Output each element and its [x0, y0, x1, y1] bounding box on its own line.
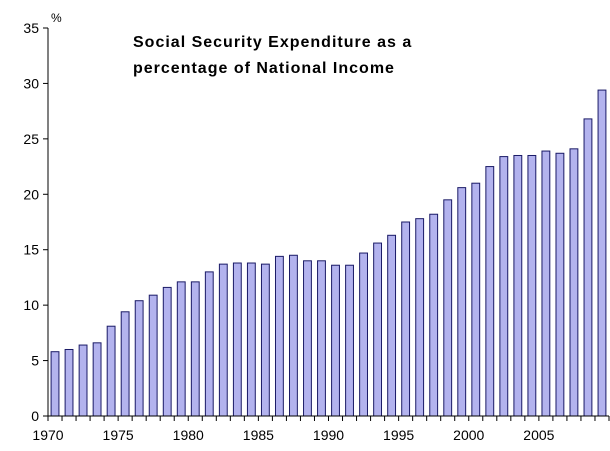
- bar-2001: [485, 166, 495, 417]
- y-tick-label: 5: [31, 353, 39, 369]
- bar-1997: [429, 213, 439, 417]
- x-tick-label: 1970: [32, 427, 63, 443]
- bar-1991: [345, 264, 354, 417]
- bar-2002: [499, 156, 509, 417]
- bar-1982: [218, 263, 228, 417]
- bar-2000: [471, 182, 481, 417]
- bar-1983: [232, 262, 242, 417]
- bar-1996: [415, 218, 425, 417]
- bars: [50, 89, 607, 417]
- bar-1979: [176, 281, 186, 417]
- bar-1995: [401, 221, 411, 417]
- bar-1998: [443, 199, 453, 417]
- bar-2006: [555, 152, 565, 417]
- y-tick-label: 10: [23, 297, 39, 313]
- bar-1981: [204, 271, 214, 417]
- bar-1993: [373, 242, 383, 417]
- bar-1972: [78, 344, 88, 417]
- bar-2008: [583, 118, 593, 417]
- y-axis-ticks: 0 5 10 15 20 25 30 35: [23, 20, 48, 424]
- bar-1976: [134, 300, 144, 417]
- bar-2009: [597, 89, 607, 417]
- x-tick-label: 1995: [383, 427, 414, 443]
- bar-1971: [64, 348, 74, 417]
- x-axis-ticks: 1970 1975 1980 1985 1990 1995 2000 2005: [32, 416, 610, 443]
- bar-1987: [289, 254, 298, 417]
- y-tick-label: 25: [23, 131, 39, 147]
- x-tick-label: 2005: [523, 427, 554, 443]
- x-tick-label: 1980: [173, 427, 204, 443]
- bar-2007: [569, 148, 579, 417]
- chart-title-line1: Social Security Expenditure as a: [133, 34, 412, 51]
- bar-1992: [359, 252, 368, 417]
- bar-1985: [260, 263, 270, 417]
- y-tick-label: 15: [23, 242, 39, 258]
- x-tick-label: 2000: [453, 427, 484, 443]
- bar-1999: [457, 187, 467, 417]
- x-tick-label: 1975: [103, 427, 134, 443]
- bar-2005: [541, 150, 551, 417]
- y-tick-label: 0: [31, 408, 39, 424]
- x-tick-label: 1985: [243, 427, 274, 443]
- bar-1988: [303, 260, 312, 417]
- bar-1977: [148, 294, 158, 417]
- bar-1973: [92, 342, 102, 417]
- bar-1978: [162, 286, 172, 417]
- bar-2004: [527, 154, 537, 417]
- bar-1970: [50, 351, 60, 417]
- bar-1980: [190, 281, 200, 417]
- bar-1975: [120, 311, 130, 417]
- bar-2003: [513, 154, 523, 417]
- bar-1990: [331, 264, 340, 417]
- bar-1989: [317, 260, 326, 417]
- y-unit-label: %: [51, 11, 62, 25]
- y-tick-label: 30: [23, 75, 39, 91]
- bar-1994: [387, 234, 397, 417]
- x-tick-label: 1990: [313, 427, 344, 443]
- bar-1974: [106, 325, 116, 417]
- bar-1984: [246, 262, 256, 417]
- chart-title-line2: percentage of National Income: [133, 60, 395, 77]
- bar-1986: [274, 255, 284, 417]
- y-tick-label: 35: [23, 20, 39, 36]
- y-tick-label: 20: [23, 186, 39, 202]
